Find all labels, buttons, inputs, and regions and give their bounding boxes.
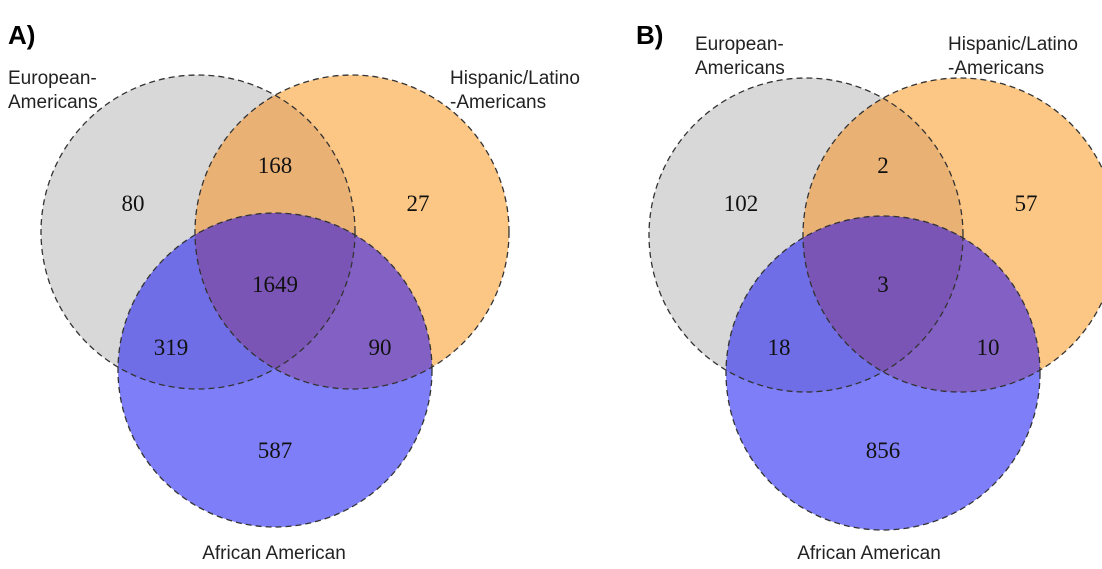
hispanic-label-line-2: -Americans — [948, 58, 1044, 79]
count-all-three: 3 — [877, 272, 889, 297]
african-american-circle-outline — [117, 212, 433, 528]
african-american-label: African American — [797, 543, 941, 564]
hispanic-label-line-2: -Americans — [450, 92, 546, 113]
count-african-only: 856 — [866, 438, 901, 463]
count-all-three: 1649 — [252, 272, 298, 297]
count-hispanic-african: 10 — [977, 335, 1000, 360]
european-label-line-1: European- — [8, 68, 97, 89]
european-americans-label: European- Americans — [695, 34, 789, 79]
african-american-circle-outline — [725, 215, 1041, 531]
count-european-only: 80 — [122, 191, 145, 216]
hispanic-latino-americans-circle-outline — [194, 74, 510, 390]
european-americans-circle-outline — [648, 77, 964, 393]
hispanic-latino-americans-label: Hispanic/Latino -Americans — [450, 68, 585, 113]
count-european-hispanic: 2 — [877, 153, 889, 178]
european-americans-label: European- Americans — [8, 68, 102, 113]
count-african-only: 587 — [258, 438, 293, 463]
panel-a: A) European- Americans H — [8, 20, 585, 564]
count-european-african: 319 — [154, 335, 189, 360]
hispanic-label-line-1: Hispanic/Latino — [450, 68, 580, 89]
count-european-african: 18 — [768, 335, 791, 360]
european-label-line-2: Americans — [8, 92, 98, 113]
hispanic-latino-americans-label: Hispanic/Latino -Americans — [948, 34, 1083, 79]
count-hispanic-african: 90 — [369, 335, 392, 360]
panel-b: B) European- Americans H — [636, 20, 1102, 564]
african-american-label: African American — [202, 543, 346, 564]
count-european-hispanic: 168 — [258, 153, 293, 178]
hispanic-label-line-1: Hispanic/Latino — [948, 34, 1078, 55]
european-label-line-1: European- — [695, 34, 784, 55]
count-hispanic-only: 27 — [407, 191, 430, 216]
european-label-line-2: Americans — [695, 58, 785, 79]
count-european-only: 102 — [724, 191, 759, 216]
european-americans-circle-outline — [40, 74, 356, 390]
panel-letter-b: B) — [636, 20, 663, 50]
panel-letter-a: A) — [8, 20, 35, 50]
hispanic-latino-americans-circle-outline — [802, 77, 1102, 393]
count-hispanic-only: 57 — [1015, 191, 1038, 216]
